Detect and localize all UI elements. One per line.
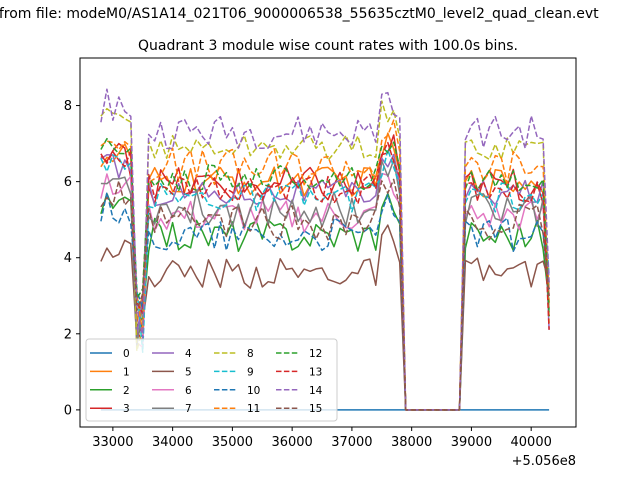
legend-label-0: 0 [123, 348, 130, 360]
series-line-3 [100, 134, 550, 411]
x-tick-label: 40000 [511, 435, 552, 450]
series-line-9 [100, 148, 550, 411]
y-tick-label: 8 [64, 99, 72, 114]
legend-label-2: 2 [123, 385, 130, 397]
x-tick-label: 34000 [152, 435, 193, 450]
x-tick-label: 39000 [451, 435, 492, 450]
y-tick-label: 4 [64, 251, 72, 266]
legend-label-8: 8 [247, 348, 254, 360]
x-offset-label: +5.056e8 [512, 454, 576, 469]
x-tick-label: 38000 [391, 435, 432, 450]
legend-label-13: 13 [309, 366, 322, 378]
legend-frame [85, 338, 338, 422]
series-line-8 [100, 100, 550, 411]
chart-title: Quadrant 3 module wise count rates with … [138, 38, 518, 54]
y-tick-label: 6 [64, 175, 72, 190]
legend-label-4: 4 [185, 348, 192, 360]
legend-label-10: 10 [247, 385, 260, 397]
series-line-11 [100, 119, 550, 411]
x-tick-label: 33000 [92, 435, 133, 450]
x-tick-label: 35000 [212, 435, 253, 450]
plot-area-frame [79, 57, 577, 428]
series-line-7 [100, 159, 550, 411]
series-lines [100, 88, 550, 411]
legend-label-9: 9 [247, 366, 254, 378]
x-tick-label: 36000 [271, 435, 312, 450]
legend-label-15: 15 [309, 403, 322, 415]
series-line-5 [100, 224, 550, 411]
series-line-15 [100, 178, 550, 411]
legend-label-14: 14 [309, 385, 323, 397]
x-tick-label: 37000 [331, 435, 372, 450]
legend-label-11: 11 [247, 403, 260, 415]
y-tick-label: 2 [64, 327, 72, 342]
legend-label-12: 12 [309, 348, 322, 360]
y-axis: 0 2 4 6 8 [64, 99, 80, 418]
legend-label-6: 6 [185, 385, 192, 397]
figure-suptitle: Plot from file: modeM0/AS1A14_021T06_900… [0, 6, 599, 22]
legend-label-5: 5 [185, 366, 192, 378]
legend-label-7: 7 [185, 403, 192, 415]
series-line-14 [100, 88, 550, 411]
series-line-12 [100, 137, 550, 411]
legend-label-1: 1 [123, 366, 130, 378]
x-axis: 33000 34000 35000 36000 37000 38000 39000 40000 [92, 427, 552, 450]
series-line-10 [100, 191, 550, 411]
y-tick-label: 0 [64, 403, 72, 418]
legend-label-3: 3 [123, 403, 130, 415]
series-line-4 [100, 153, 550, 411]
